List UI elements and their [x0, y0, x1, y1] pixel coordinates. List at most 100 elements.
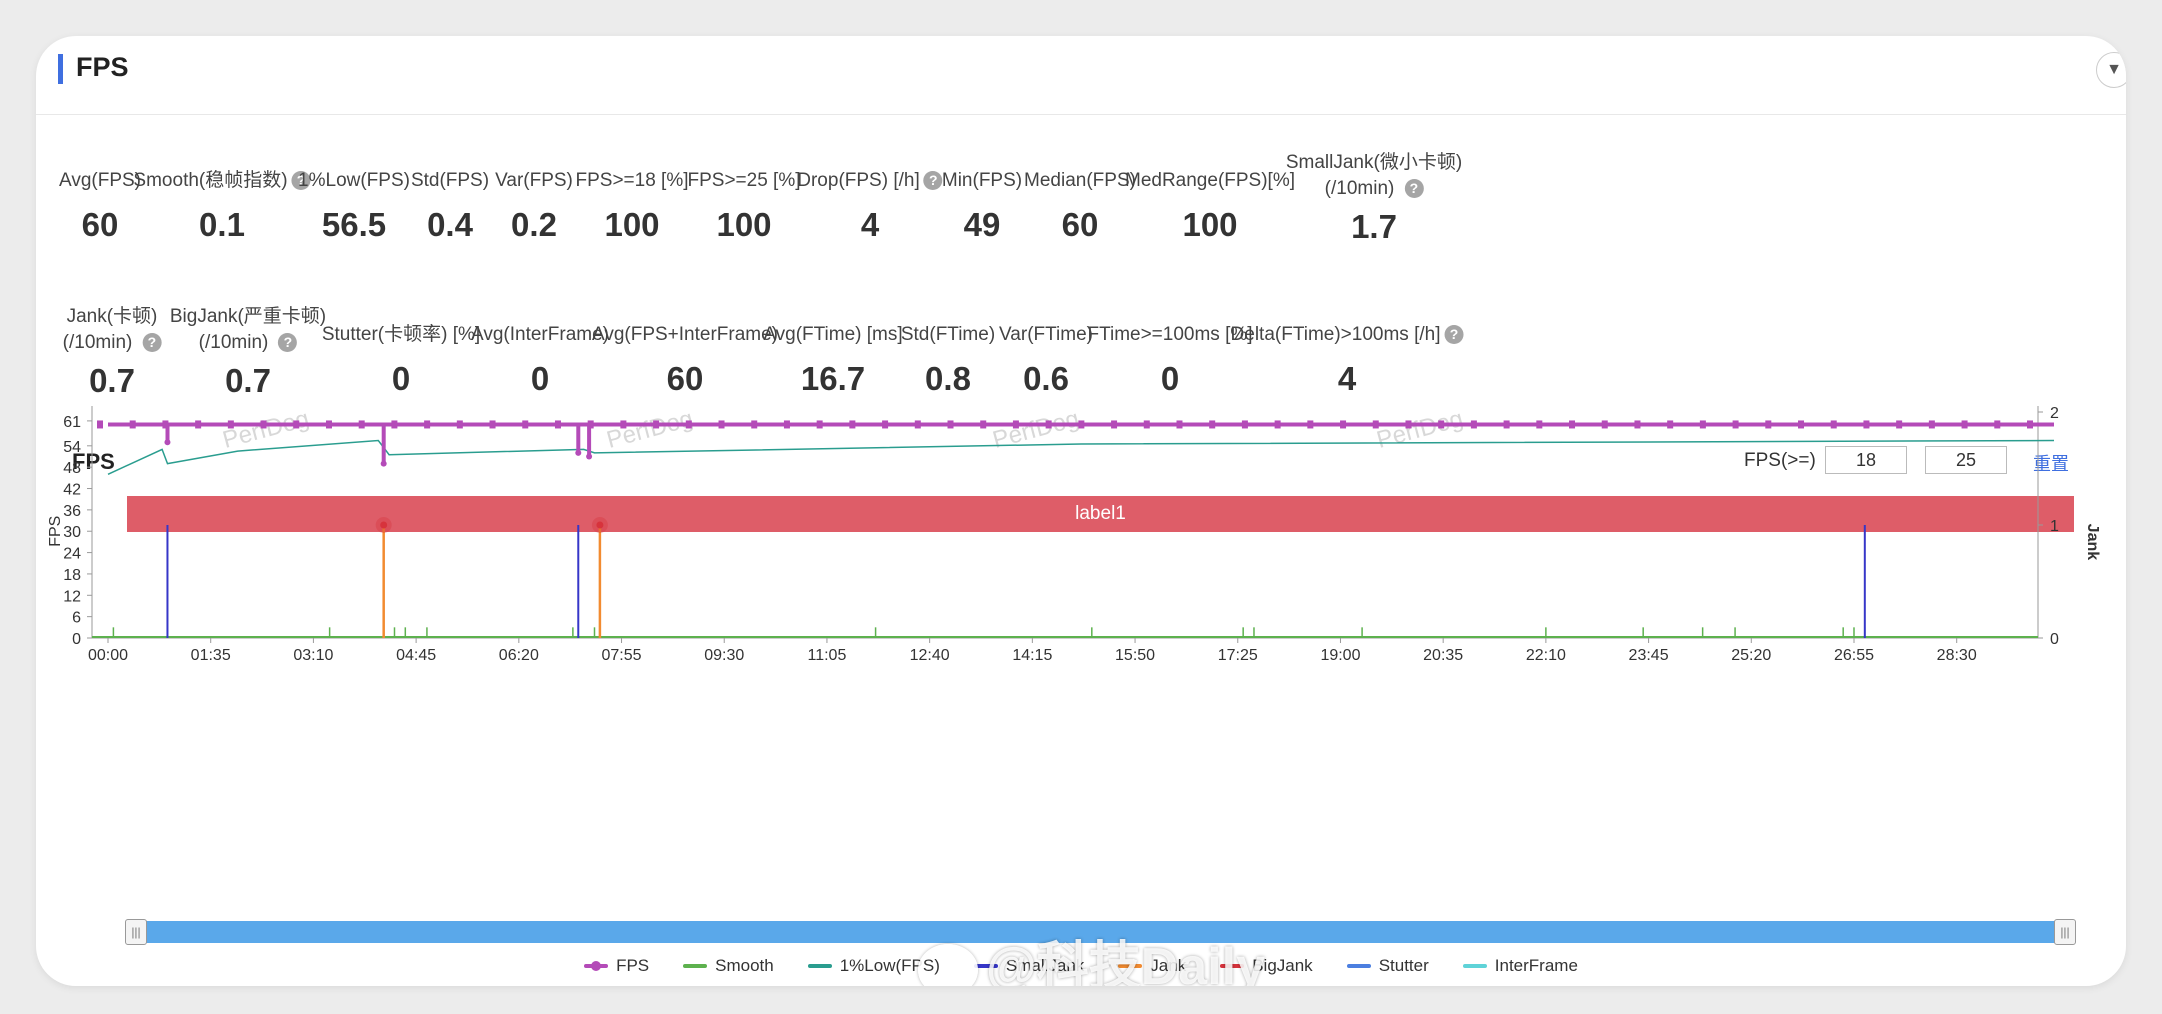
legend-swatch — [584, 961, 609, 971]
metric-value: 49 — [963, 206, 1001, 243]
reset-link[interactable]: 重置 — [2033, 454, 2069, 474]
fps-point — [1111, 420, 1118, 429]
legend-swatch — [683, 964, 708, 968]
fps-point — [849, 420, 856, 429]
help-icon[interactable]: ? — [142, 333, 162, 353]
y-tick-label: 61 — [63, 414, 81, 431]
fps-point — [1176, 420, 1183, 429]
y2-tick-label: 2 — [2050, 405, 2059, 422]
metric-value: 0.6 — [1023, 360, 1069, 397]
legend-label: FPS — [616, 956, 650, 975]
metric-label: Stutter(卡顿率) [%] — [321, 324, 481, 345]
fps-point — [97, 420, 103, 429]
metric-value: 16.7 — [800, 360, 866, 397]
help-icon[interactable]: ? — [1404, 179, 1424, 199]
fps-point — [1699, 420, 1706, 429]
fps-point — [1078, 420, 1085, 429]
fps-point — [162, 420, 169, 429]
fps-point — [685, 420, 692, 429]
fps-point — [587, 420, 594, 429]
metric-metrics_row2-1: BigJank(严重卡顿) (/10min)? 0.7 — [170, 304, 326, 400]
help-icon[interactable]: ? — [291, 171, 311, 191]
legend-item-4[interactable]: Jank — [1118, 954, 1186, 978]
metric-metrics_row1-5: FPS>=18 [%] 100 — [575, 168, 688, 244]
fps-point — [1536, 420, 1543, 429]
fps-point — [1045, 420, 1052, 429]
legend-item-7[interactable]: InterFrame — [1462, 954, 1578, 978]
metric-value: 0.8 — [925, 360, 971, 397]
legend-item-6[interactable]: Stutter — [1346, 954, 1429, 978]
y-tick-label: 0 — [72, 631, 81, 648]
metric-value: 0.7 — [225, 362, 271, 399]
metric-metrics_row2-6: Std(FTime) 0.8 — [901, 322, 995, 398]
y-tick-label: 42 — [63, 482, 81, 499]
x-tick-label: 06:20 — [499, 647, 539, 664]
fps-point — [620, 420, 627, 429]
fps-point — [1798, 420, 1805, 429]
legend-item-5[interactable]: BigJank — [1220, 954, 1313, 978]
fps-point — [489, 420, 496, 429]
x-tick-label: 07:55 — [602, 647, 642, 664]
metric-label: Smooth(稳帧指数)? — [133, 168, 311, 194]
panel-title: FPS — [76, 52, 129, 82]
y-tick-label: 48 — [63, 460, 81, 477]
metric-label: SmallJank(微小卡顿) — [1285, 152, 1463, 173]
help-icon[interactable]: ? — [1444, 325, 1464, 345]
scroll-handle-left[interactable]: ||| — [125, 919, 147, 945]
metric-label: 1%Low(FPS) — [298, 170, 410, 191]
metric-metrics_row2-8: FTime>=100ms [%] 0 — [1087, 322, 1252, 398]
metric-value: 60 — [666, 360, 704, 397]
x-tick-label: 09:30 — [704, 647, 744, 664]
fps-point — [1012, 420, 1019, 429]
metric-value: 0 — [391, 360, 411, 397]
legend-item-2[interactable]: 1%Low(FPS) — [807, 954, 940, 978]
label-band-text: label1 — [1075, 503, 1126, 524]
y2-axis-title: Jank — [2084, 524, 2101, 561]
collapse-icon[interactable]: ▼ — [2096, 52, 2126, 88]
fps-point — [1503, 420, 1510, 429]
metric-label-unit: (/10min)? — [63, 330, 162, 356]
fps-threshold-input-1[interactable] — [1825, 446, 1907, 474]
metric-metrics_row1-4: Var(FPS) 0.2 — [495, 168, 573, 244]
metric-value: 0.7 — [89, 362, 135, 399]
fps-point — [1340, 420, 1347, 429]
metric-value: 1.7 — [1351, 208, 1397, 245]
metric-metrics_row2-5: Avg(FTime) [ms] 16.7 — [763, 322, 902, 398]
time-range-scrollbar[interactable]: ||| ||| — [125, 919, 2076, 945]
metric-label: FPS>=25 [%] — [687, 170, 801, 191]
legend-item-0[interactable]: FPS — [584, 954, 649, 978]
metric-metrics_row1-2: 1%Low(FPS) 56.5 — [298, 168, 410, 244]
metric-value: 56.5 — [321, 206, 387, 243]
metric-label: Drop(FPS) [/h]? — [797, 168, 943, 194]
onepct-low-line — [107, 439, 2055, 475]
help-icon[interactable]: ? — [278, 333, 298, 353]
fps-point — [718, 420, 725, 429]
scroll-handle-right[interactable]: ||| — [2054, 919, 2076, 945]
label-band[interactable]: label1 — [127, 496, 2074, 532]
chart-legend: FPS Smooth 1%Low(FPS) SmallJank Jank BigJank S… — [36, 954, 2126, 978]
fps-point — [751, 420, 758, 429]
fps-point — [391, 420, 398, 429]
fps-panel: FPS ▼ Avg(FPS) 60 Smooth(稳帧指数)? 0.1 1%Low(FP… — [36, 36, 2126, 986]
fps-point — [1994, 420, 2001, 429]
fps-threshold-input-2[interactable] — [1925, 446, 2007, 474]
x-tick-label: 00:00 — [88, 647, 128, 664]
fps-dip-point — [380, 460, 387, 467]
metric-metrics_row1-3: Std(FPS) 0.4 — [411, 168, 489, 244]
metric-label: Min(FPS) — [941, 170, 1023, 191]
x-tick-label: 15:50 — [1115, 647, 1155, 664]
metric-value: 100 — [604, 206, 660, 243]
legend-item-3[interactable]: SmallJank — [973, 954, 1084, 978]
help-icon[interactable]: ? — [923, 171, 943, 191]
metric-label: Std(FTime) — [900, 324, 996, 345]
legend-item-1[interactable]: Smooth — [683, 954, 774, 978]
metric-label: Delta(FTime)>100ms [/h]? — [1231, 322, 1464, 348]
legend-swatch — [807, 964, 832, 968]
fps-point — [1634, 420, 1641, 429]
fps-point — [1209, 420, 1216, 429]
bigjank-marker — [380, 521, 388, 529]
metric-label-unit: (/10min)? — [170, 330, 326, 356]
fps-dip-point — [586, 453, 593, 460]
fps-point — [783, 420, 790, 429]
